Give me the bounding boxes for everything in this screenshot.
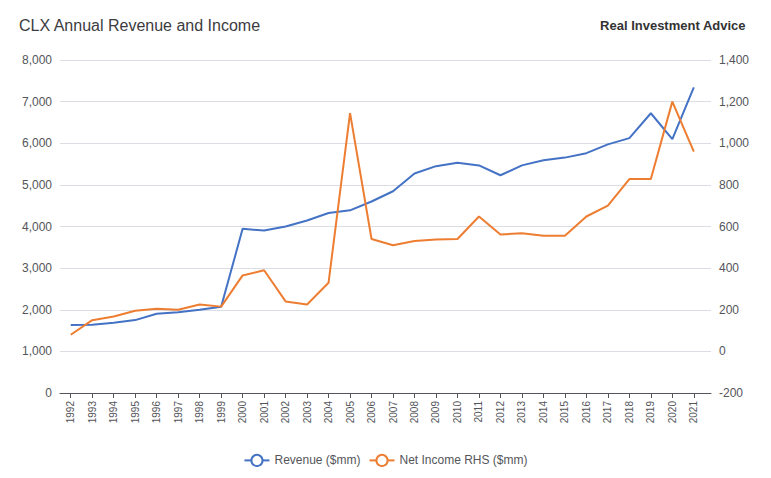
svg-text:2020: 2020 [667,401,678,424]
svg-text:6,000: 6,000 [22,136,52,150]
svg-text:2017: 2017 [602,401,613,424]
svg-text:7,000: 7,000 [22,95,52,109]
svg-text:2012: 2012 [495,401,506,424]
svg-text:2000: 2000 [237,401,248,424]
svg-text:Revenue ($mm): Revenue ($mm) [274,453,360,467]
svg-text:-200: -200 [719,386,743,400]
svg-text:2003: 2003 [302,401,313,424]
svg-text:2,000: 2,000 [22,303,52,317]
svg-text:1995: 1995 [130,401,141,424]
svg-text:Net Income RHS ($mm): Net Income RHS ($mm) [400,453,528,467]
svg-text:800: 800 [719,178,739,192]
svg-text:1994: 1994 [108,401,119,424]
svg-text:1996: 1996 [151,401,162,424]
svg-text:2002: 2002 [280,401,291,424]
svg-text:2004: 2004 [323,401,334,424]
svg-text:2013: 2013 [516,401,527,424]
svg-text:2011: 2011 [473,401,484,423]
svg-text:2006: 2006 [366,401,377,424]
svg-text:1997: 1997 [173,401,184,424]
svg-text:2021: 2021 [688,401,699,424]
svg-text:3,000: 3,000 [22,261,52,275]
svg-text:2001: 2001 [259,401,270,424]
svg-text:2007: 2007 [388,401,399,424]
svg-text:1,200: 1,200 [719,95,749,109]
svg-text:2018: 2018 [624,401,635,424]
svg-text:1998: 1998 [194,401,205,424]
svg-text:2005: 2005 [345,401,356,424]
svg-text:5,000: 5,000 [22,178,52,192]
svg-text:1,000: 1,000 [719,136,749,150]
svg-text:2019: 2019 [645,401,656,424]
svg-text:2010: 2010 [452,401,463,424]
svg-text:4,000: 4,000 [22,220,52,234]
svg-text:2015: 2015 [559,401,570,424]
svg-text:CLX Annual Revenue and Income: CLX Annual Revenue and Income [19,17,260,34]
svg-text:Real Investment Advice: Real Investment Advice [600,18,745,33]
svg-text:1,400: 1,400 [719,53,749,67]
svg-text:2008: 2008 [409,401,420,424]
svg-text:600: 600 [719,220,739,234]
svg-text:400: 400 [719,261,739,275]
svg-text:8,000: 8,000 [22,53,52,67]
svg-text:0: 0 [45,386,52,400]
svg-text:1,000: 1,000 [22,344,52,358]
svg-text:1993: 1993 [87,401,98,424]
svg-text:200: 200 [719,303,739,317]
svg-text:2016: 2016 [581,401,592,424]
svg-text:1992: 1992 [65,401,76,424]
svg-text:2009: 2009 [430,401,441,424]
svg-text:1999: 1999 [216,401,227,424]
svg-text:2014: 2014 [538,401,549,424]
svg-text:0: 0 [719,344,726,358]
